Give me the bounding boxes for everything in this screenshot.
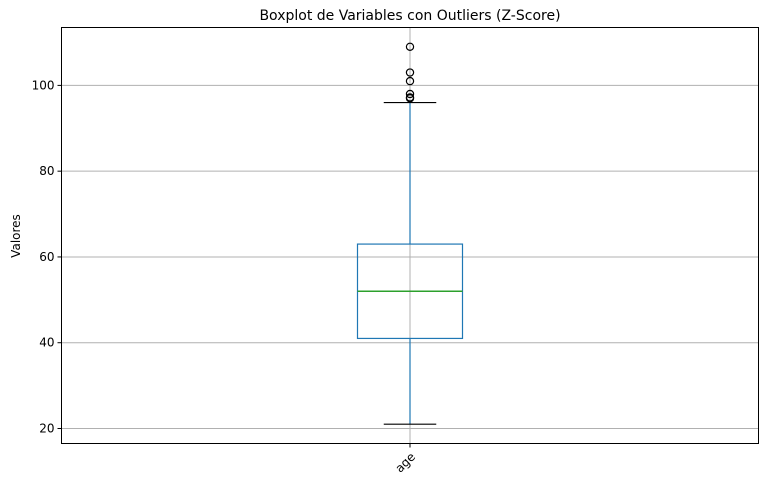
x-tick-label: age bbox=[392, 450, 418, 476]
plot-area bbox=[356, 42, 464, 425]
y-tick-label: 40 bbox=[39, 336, 54, 350]
outlier-point bbox=[405, 42, 415, 51]
outlier-point bbox=[405, 68, 415, 77]
y-tick-label: 80 bbox=[39, 164, 54, 178]
outlier-point bbox=[405, 89, 415, 99]
outlier-point bbox=[405, 93, 415, 102]
outlier-point bbox=[405, 76, 415, 86]
y-tick-label: 20 bbox=[39, 421, 54, 435]
y-tick-label: 100 bbox=[32, 78, 55, 92]
axes: 20 40 60 80 100 age bbox=[32, 78, 419, 475]
y-tick-label: 60 bbox=[39, 250, 54, 264]
y-axis-label: Valores bbox=[9, 214, 23, 258]
chart-title: Boxplot de Variables con Outliers (Z-Sco… bbox=[259, 8, 560, 24]
